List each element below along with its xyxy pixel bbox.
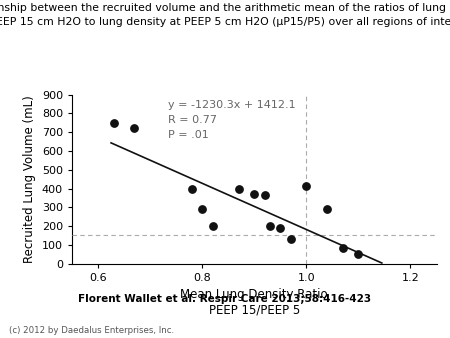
Point: [261, 192, 268, 198]
Point: [355, 251, 362, 257]
Point: [266, 223, 274, 229]
X-axis label: Mean Lung Density Ratio
PEEP 15/PEEP 5: Mean Lung Density Ratio PEEP 15/PEEP 5: [180, 288, 328, 316]
Text: (c) 2012 by Daedalus Enterprises, Inc.: (c) 2012 by Daedalus Enterprises, Inc.: [9, 325, 174, 335]
Point: [131, 126, 138, 131]
Point: [339, 245, 346, 250]
Text: Relationship between the recruited volume and the arithmetic mean of the ratios : Relationship between the recruited volum…: [0, 3, 450, 27]
Y-axis label: Recruited Lung Volume (mL): Recruited Lung Volume (mL): [23, 95, 36, 263]
Point: [251, 191, 258, 197]
Point: [287, 237, 294, 242]
Point: [209, 223, 216, 229]
Point: [188, 187, 195, 192]
Point: [303, 183, 310, 188]
Text: Florent Wallet et al. Respir Care 2013;58:416-423: Florent Wallet et al. Respir Care 2013;5…: [78, 294, 372, 304]
Point: [198, 207, 206, 212]
Text: y = -1230.3x + 1412.1
R = 0.77
P = .01: y = -1230.3x + 1412.1 R = 0.77 P = .01: [168, 100, 296, 140]
Point: [277, 225, 284, 231]
Point: [110, 120, 117, 125]
Point: [235, 186, 242, 191]
Point: [324, 207, 331, 212]
